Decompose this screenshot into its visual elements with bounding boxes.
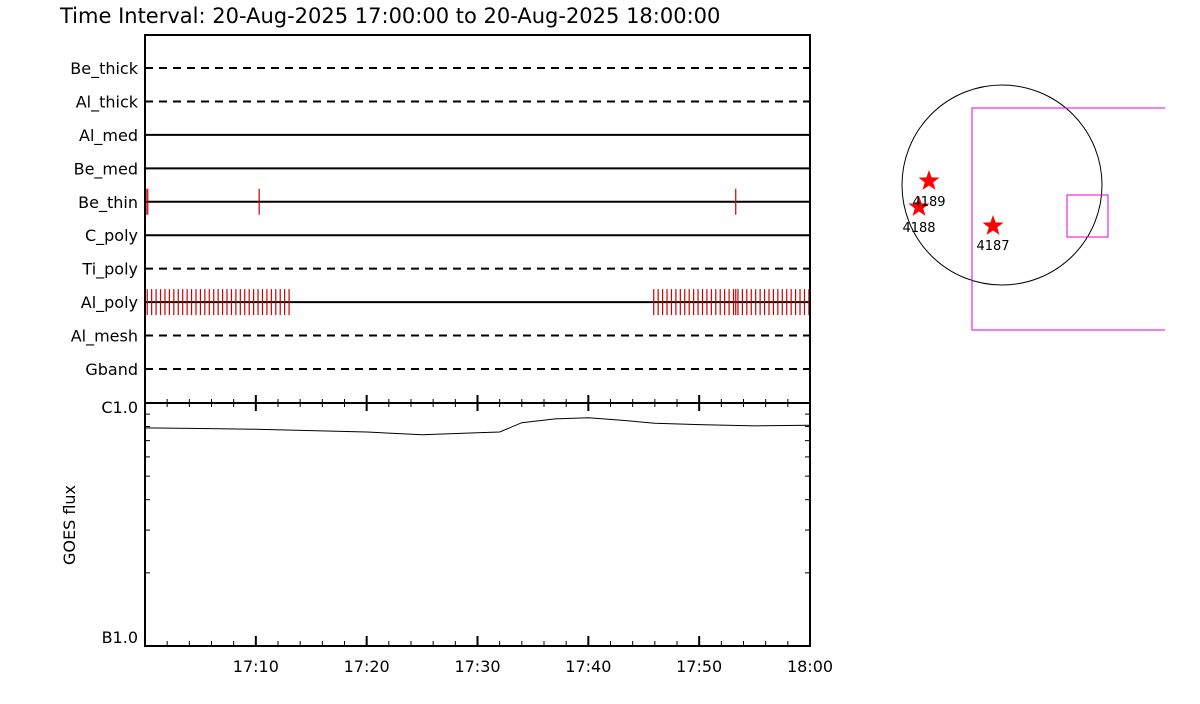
filter-label: Al_mesh [71, 327, 138, 347]
x-tick-label: 18:00 [787, 657, 833, 676]
filter-label: Al_med [79, 126, 138, 146]
region-star [918, 170, 940, 190]
filter-label: Gband [85, 360, 138, 379]
y-tick-label: B1.0 [102, 628, 138, 647]
x-tick-label: 17:40 [565, 657, 611, 676]
filter-label: Be_thick [70, 59, 138, 79]
x-tick-label: 17:10 [233, 657, 279, 676]
filter-label: Al_poly [81, 293, 138, 313]
region-label: 4188 [902, 221, 935, 236]
region-star [982, 215, 1004, 235]
filter-label: Be_thin [78, 193, 138, 213]
title: Time Interval: 20-Aug-2025 17:00:00 to 2… [59, 4, 720, 28]
filter-label: Al_thick [76, 92, 139, 112]
x-tick-label: 17:20 [344, 657, 390, 676]
y-axis-label: GOES flux [60, 485, 79, 565]
sun-map: 4189 4188 4187 [901, 84, 1165, 331]
fov-box [1066, 194, 1109, 238]
region-label: 4187 [976, 239, 1009, 254]
y-tick-label: C1.0 [101, 398, 138, 417]
goes-curve [144, 417, 811, 436]
solar-disk [901, 84, 1103, 286]
x-tick-label: 17:30 [454, 657, 500, 676]
filter-label: Be_med [74, 159, 138, 179]
filter-label: C_poly [85, 226, 138, 246]
x-tick-label: 17:50 [676, 657, 722, 676]
filter-label: Ti_poly [81, 260, 138, 280]
region-label: 4189 [912, 195, 945, 210]
fov-box [971, 107, 1165, 331]
region-star [908, 196, 930, 216]
